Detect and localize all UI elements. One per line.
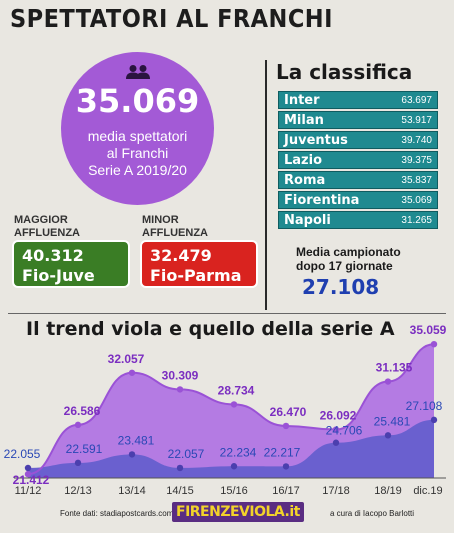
x-tick-label: 12/13 [64, 485, 92, 497]
serie-a-point [128, 451, 136, 458]
serie-a-point [282, 463, 290, 470]
viola-point [24, 470, 32, 478]
serie-a-data-label: 22.591 [66, 442, 103, 456]
trend-title: Il trend viola e quello della serie A [26, 318, 395, 340]
classifica-row: Napoli 31.265 [278, 211, 438, 229]
viola-data-label: 28.734 [218, 383, 255, 397]
serie-a-data-label: 22.234 [220, 445, 257, 459]
serie-a-point [332, 439, 340, 446]
maggior-value: 40.312 [22, 246, 84, 265]
vertical-divider [265, 60, 267, 310]
viola-data-label: 21.412 [13, 473, 50, 487]
x-tick-label: dic.19 [413, 485, 442, 497]
maggior-match: Fio-Juve [22, 266, 95, 285]
viola-point [282, 422, 290, 430]
x-tick-label: 11/12 [15, 485, 42, 497]
classifica-title: La classifica [276, 60, 413, 84]
viola-point [430, 340, 438, 348]
viola-data-label: 26.586 [64, 404, 101, 418]
viola-data-label: 35.059 [410, 323, 447, 337]
classifica-row: Juventus 39.740 [278, 131, 438, 149]
viola-data-label: 26.470 [270, 405, 307, 419]
footer-credit: a cura di Iacopo Barlotti [330, 509, 415, 518]
serie-a-point [230, 463, 238, 470]
serie-a-point [74, 459, 82, 467]
serie-a-point [24, 464, 32, 472]
serie-a-point [430, 416, 438, 424]
serie-a-data-label: 27.108 [406, 399, 443, 413]
maggior-affluenza-box: 40.312 Fio-Juve [12, 240, 130, 288]
minor-value: 32.479 [150, 246, 212, 265]
viola-point [74, 421, 82, 429]
classifica-row: Lazio 39.375 [278, 151, 438, 169]
firenzeviola-logo: FIRENZEVIOLA.it [172, 502, 304, 522]
media-campionato-value: 27.108 [302, 275, 380, 299]
viola-data-label: 26.092 [320, 409, 357, 423]
average-attendance-caption: media spettatori al Franchi Serie A 2019… [87, 128, 188, 178]
viola-point [176, 386, 184, 393]
classifica-row: Milan 53.917 [278, 111, 438, 129]
x-tick-label: 16/17 [272, 485, 300, 497]
x-tick-label: 13/14 [118, 485, 146, 497]
minor-match: Fio-Parma [150, 266, 242, 285]
minor-affluenza-box: 32.479 Fio-Parma [140, 240, 258, 288]
classifica-row: Roma 35.837 [278, 171, 438, 189]
viola-point [332, 426, 340, 433]
x-tick-label: 14/15 [166, 485, 194, 497]
section-divider [8, 313, 446, 314]
serie-a-data-label: 24.706 [326, 424, 363, 438]
serie-a-data-label: 23.481 [118, 433, 155, 447]
classifica-row: Fiorentina 35.069 [278, 191, 438, 209]
viola-data-label: 30.309 [162, 368, 199, 382]
x-tick-label: 15/16 [220, 485, 248, 497]
maggior-label: MAGGIOR AFFLUENZA [14, 214, 80, 239]
serie-a-data-label: 25.481 [374, 414, 411, 428]
viola-point [230, 401, 238, 408]
viola-point [384, 378, 392, 385]
media-campionato-label: Media campionato dopo 17 giornate [296, 245, 401, 273]
x-tick-label: 17/18 [322, 485, 350, 497]
viola-data-label: 32.057 [108, 352, 145, 366]
serie-a-area [28, 419, 434, 478]
x-tick-label: 18/19 [374, 485, 402, 497]
serie-a-data-label: 22.217 [264, 445, 301, 459]
average-attendance-value: 35.069 [75, 82, 200, 120]
viola-data-label: 31.135 [376, 361, 413, 375]
average-attendance-circle: 35.069 media spettatori al Franchi Serie… [61, 52, 214, 205]
serie-a-point [384, 432, 392, 439]
page-title: SPETTATORI AL FRANCHI [10, 4, 333, 33]
classifica-row: Inter 63.697 [278, 91, 438, 109]
serie-a-data-label: 22.057 [168, 447, 205, 461]
minor-label: MINOR AFFLUENZA [142, 214, 208, 239]
footer-source: Fonte dati: stadiapostcards.com [60, 509, 174, 518]
viola-point [128, 369, 136, 376]
people-icon [126, 65, 150, 79]
classifica-list: Inter 63.697 Milan 53.917 Juventus 39.740 L… [278, 91, 438, 231]
serie-a-data-label: 22.055 [4, 447, 41, 461]
serie-a-point [176, 464, 184, 472]
